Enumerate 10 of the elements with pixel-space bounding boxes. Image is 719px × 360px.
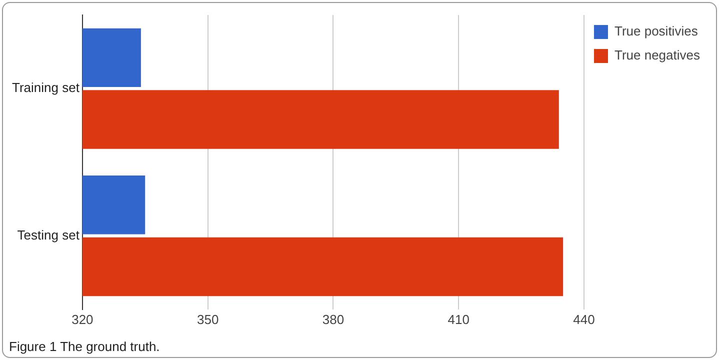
x-tick-label: 380 [322, 312, 344, 327]
x-tick-label: 350 [196, 312, 219, 327]
legend-label: True negatives [614, 48, 700, 63]
x-tick-label: 410 [448, 312, 470, 327]
legend-label: True positivies [614, 24, 698, 39]
y-tick-label: Training set [12, 80, 80, 96]
y-tick-label: Testing set [17, 227, 80, 242]
x-tick-label: 320 [72, 312, 94, 327]
caption: Figure 1 The ground truth. [9, 339, 160, 354]
x-tick-label: 440 [573, 312, 595, 327]
